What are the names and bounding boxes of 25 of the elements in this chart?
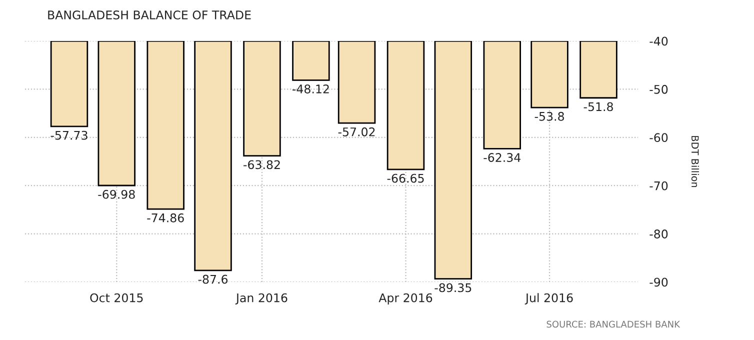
data-label: -48.12 — [292, 84, 329, 94]
data-label: -66.65 — [387, 174, 424, 183]
x-tick-label: Apr 2016 — [378, 293, 432, 305]
x-tick-label: Oct 2015 — [90, 293, 143, 302]
y-tick-label: -90 — [650, 278, 668, 287]
x-tick-label: Jan 2016 — [235, 293, 288, 304]
data-label: -89.35 — [434, 283, 472, 292]
chart-title: BANGLADESH BALANCE OF TRADE — [48, 10, 251, 20]
source-note: SOURCE: BANGLADESH BANK — [546, 320, 680, 328]
data-label: -57.73 — [50, 130, 88, 140]
y-tick-label: -50 — [650, 84, 668, 94]
y-axis-title: BDT Billion — [691, 136, 699, 188]
data-label: -53.8 — [534, 112, 564, 121]
y-tick-label: -40 — [650, 36, 668, 46]
data-label: -62.34 — [484, 153, 520, 162]
data-label: -63.82 — [244, 160, 280, 170]
x-tick-label: Jul 2016 — [524, 293, 573, 304]
y-tick-label: -70 — [650, 181, 668, 190]
y-tick-label: -80 — [650, 230, 668, 238]
y-tick-label: -60 — [650, 133, 668, 142]
data-label: -74.86 — [147, 213, 184, 222]
data-label: -87.6 — [198, 274, 228, 284]
data-label: -69.98 — [98, 190, 135, 199]
data-label: -57.02 — [338, 127, 375, 136]
data-label: -51.8 — [584, 102, 613, 112]
